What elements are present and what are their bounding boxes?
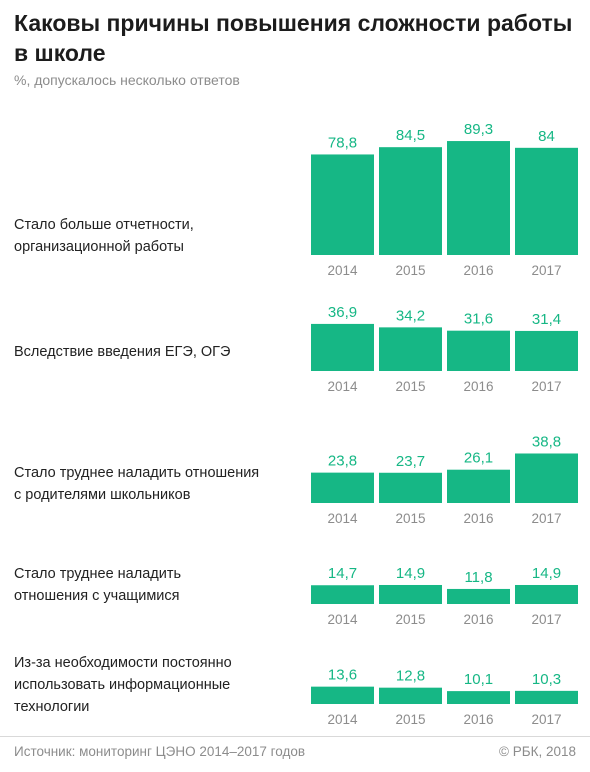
year-label: 2016 — [463, 712, 493, 727]
value-label: 31,6 — [464, 311, 493, 328]
bar-2014 — [311, 585, 374, 604]
footer-divider — [0, 736, 590, 737]
year-label: 2017 — [531, 511, 561, 526]
value-label: 34,2 — [396, 307, 425, 324]
value-label: 23,8 — [328, 453, 357, 470]
value-label: 31,4 — [532, 311, 561, 328]
chart-title: Каковы причины повышения сложности работ… — [14, 10, 573, 66]
bar-2016 — [447, 588, 510, 604]
year-label: 2014 — [327, 511, 358, 526]
bar-2017 — [515, 147, 578, 255]
bar-chart: Стало больше отчетности, организационной … — [14, 121, 578, 727]
year-label: 2014 — [327, 612, 358, 627]
bar-2017 — [515, 330, 578, 371]
year-label: 2015 — [395, 379, 425, 394]
year-label: 2014 — [327, 263, 358, 278]
category-label: Стало труднее наладить — [14, 566, 181, 582]
copyright-note: © РБК, 2018 — [499, 744, 576, 759]
value-label: 23,7 — [396, 453, 425, 470]
source-note: Источник: мониторинг ЦЭНО 2014–2017 годо… — [14, 744, 306, 759]
bar-2017 — [515, 584, 578, 604]
category-label: Вследствие введения ЕГЭ, ОГЭ — [14, 344, 230, 360]
category-label: с родителями школьников — [14, 487, 191, 503]
bar-2017 — [515, 690, 578, 704]
year-label: 2015 — [395, 263, 425, 278]
bar-2016 — [447, 141, 510, 255]
value-label: 14,9 — [396, 565, 425, 582]
value-label: 89,3 — [464, 121, 493, 138]
value-label: 78,8 — [328, 134, 357, 151]
year-label: 2016 — [463, 612, 493, 627]
value-label: 10,3 — [532, 671, 561, 688]
bar-2014 — [311, 323, 374, 371]
value-label: 14,9 — [532, 565, 561, 582]
bar-2015 — [379, 472, 442, 503]
chart-subtitle: %, допускалось несколько ответов — [14, 72, 240, 88]
category-label: организационной работы — [14, 239, 184, 255]
category-label: технологии — [14, 699, 89, 715]
value-label: 36,9 — [328, 304, 357, 321]
value-label: 10,1 — [464, 671, 493, 688]
bar-2015 — [379, 584, 442, 604]
year-label: 2015 — [395, 612, 425, 627]
value-label: 14,7 — [328, 565, 357, 582]
bar-2014 — [311, 686, 374, 704]
year-label: 2017 — [531, 379, 561, 394]
bar-2015 — [379, 147, 442, 255]
value-label: 84 — [538, 128, 555, 145]
value-label: 12,8 — [396, 668, 425, 685]
year-label: 2015 — [395, 511, 425, 526]
category-label: Стало больше отчетности, — [14, 217, 194, 233]
year-label: 2014 — [327, 379, 358, 394]
bar-2015 — [379, 327, 442, 371]
bar-2016 — [447, 330, 510, 371]
year-label: 2017 — [531, 263, 561, 278]
value-label: 84,5 — [396, 127, 425, 144]
year-label: 2015 — [395, 712, 425, 727]
bar-2014 — [311, 154, 374, 255]
category-label: использовать информационные — [14, 677, 230, 693]
year-label: 2016 — [463, 511, 493, 526]
category-label: отношения с учащимися — [14, 588, 180, 604]
value-label: 38,8 — [532, 433, 561, 450]
value-label: 13,6 — [328, 667, 357, 684]
bar-2016 — [447, 469, 510, 503]
year-label: 2016 — [463, 379, 493, 394]
bar-2015 — [379, 687, 442, 704]
year-label: 2017 — [531, 612, 561, 627]
year-label: 2017 — [531, 712, 561, 727]
year-label: 2016 — [463, 263, 493, 278]
bar-2017 — [515, 453, 578, 503]
value-label: 11,8 — [464, 569, 492, 586]
category-label: Из-за необходимости постоянно — [14, 655, 232, 671]
bar-2014 — [311, 472, 374, 503]
value-label: 26,1 — [464, 450, 493, 467]
category-label: Стало труднее наладить отношения — [14, 465, 259, 481]
bar-2016 — [447, 691, 510, 704]
year-label: 2014 — [327, 712, 358, 727]
